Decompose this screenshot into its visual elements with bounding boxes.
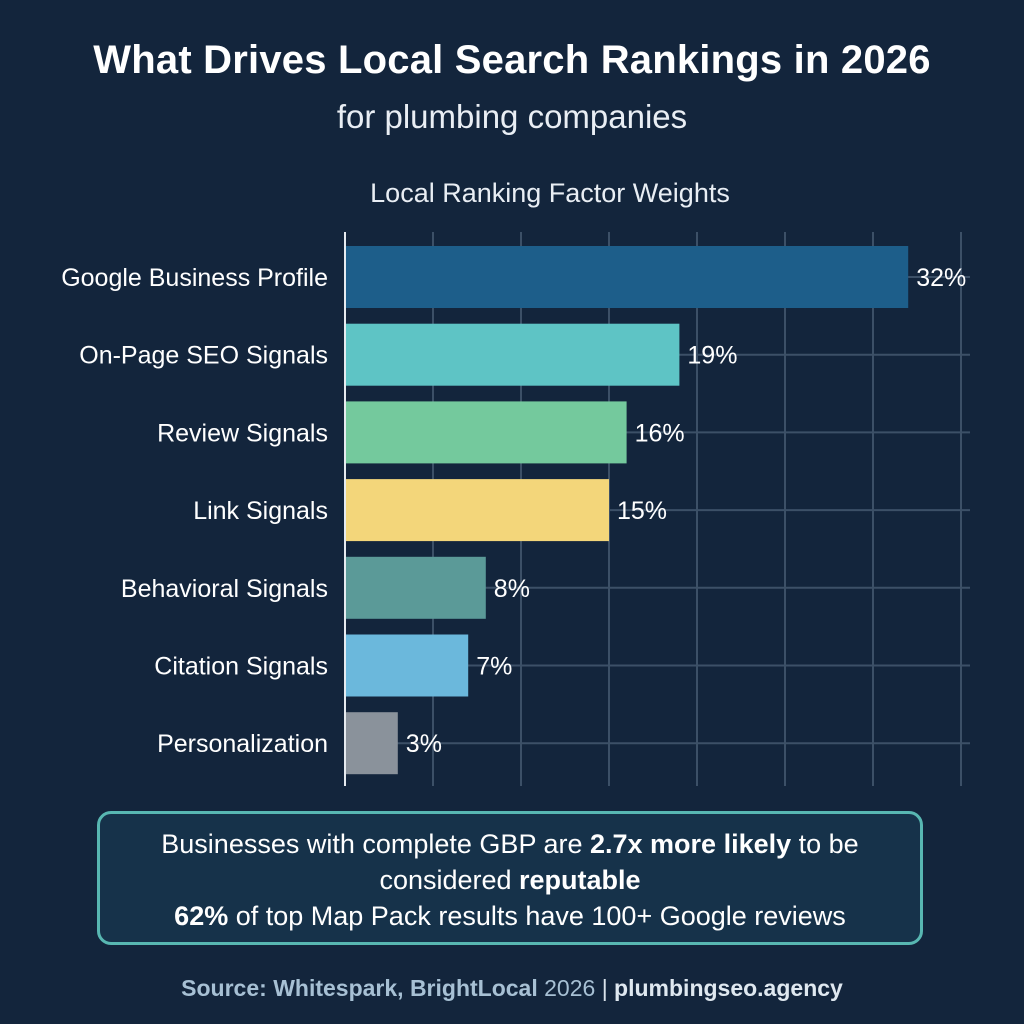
value-label: 19%: [687, 342, 737, 370]
callout-text: of top Map Pack results have 100+ Google…: [228, 901, 846, 931]
bar: [345, 246, 909, 308]
callout-emphasis: 2.7x more likely: [590, 829, 792, 859]
callout-emphasis: reputable: [519, 865, 641, 895]
category-label: Citation Signals: [154, 653, 328, 681]
callout-text: considered: [379, 865, 520, 895]
category-label: Google Business Profile: [61, 264, 328, 292]
chart-title: Local Ranking Factor Weights: [370, 178, 730, 208]
callout-emphasis: 62%: [174, 901, 229, 931]
source-footer: Source: Whitespark, BrightLocal 2026 | p…: [0, 975, 1024, 1002]
bar: [345, 634, 469, 697]
bar: [345, 712, 398, 775]
category-label: Link Signals: [193, 497, 328, 525]
callout-text: to be: [791, 829, 859, 859]
source-site-link[interactable]: plumbingseo.agency: [607, 975, 843, 1001]
callout-line-1: Businesses with complete GBP are 2.7x mo…: [100, 826, 920, 862]
value-label: 7%: [476, 653, 512, 681]
value-label: 3%: [406, 730, 442, 758]
value-label: 15%: [617, 497, 667, 525]
page-subtitle: for plumbing companies: [336, 98, 688, 135]
source-separator: |: [601, 975, 608, 1001]
category-label: Personalization: [157, 730, 328, 758]
callout-line-3: 62% of top Map Pack results have 100+ Go…: [100, 898, 920, 934]
value-label: 8%: [494, 575, 530, 603]
bar: [345, 556, 486, 619]
source-year: 2026: [537, 975, 602, 1001]
category-label: Behavioral Signals: [121, 575, 328, 603]
bar: [345, 479, 609, 542]
category-label: Review Signals: [157, 419, 328, 447]
category-label: On-Page SEO Signals: [79, 342, 328, 370]
callout-box: Businesses with complete GBP are 2.7x mo…: [97, 811, 923, 945]
source-label: Source: Whitespark, BrightLocal: [181, 975, 538, 1001]
callout-line-2: considered reputable: [100, 862, 920, 898]
value-label: 16%: [635, 419, 685, 447]
bar-chart: Google Business Profile 32% On-Page SEO Si…: [61, 232, 970, 786]
callout-text: Businesses with complete GBP are: [161, 829, 590, 859]
bar: [345, 323, 680, 386]
value-label: 32%: [916, 264, 966, 292]
page-title: What Drives Local Search Rankings in 202…: [93, 38, 931, 82]
bar: [345, 401, 627, 464]
